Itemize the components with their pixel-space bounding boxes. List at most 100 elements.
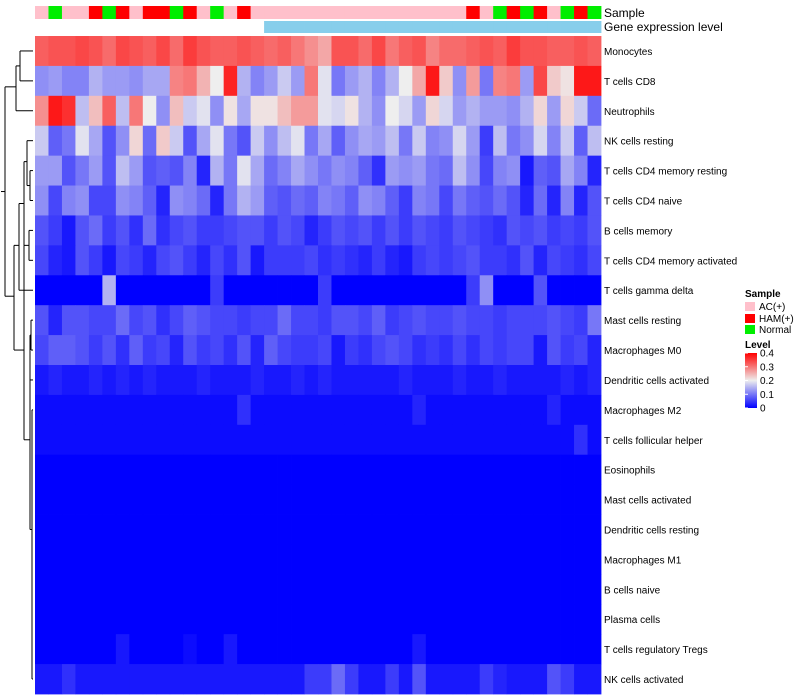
- heatmap-cell: [156, 514, 171, 545]
- heatmap-cell: [304, 574, 319, 605]
- heatmap-cell: [196, 185, 211, 216]
- heatmap-cell: [344, 394, 359, 426]
- expression-annotation-cell: [466, 21, 481, 33]
- heatmap-cell: [371, 604, 386, 635]
- heatmap-cell: [466, 155, 481, 186]
- heatmap-cell: [560, 365, 575, 396]
- heatmap-cell: [129, 424, 144, 456]
- heatmap-cell: [371, 544, 386, 575]
- heatmap-cell: [88, 185, 103, 216]
- heatmap-cell: [358, 484, 373, 515]
- row-label: T cells CD4 naive: [604, 197, 683, 208]
- heatmap-cell: [452, 275, 467, 306]
- heatmap-cell: [398, 514, 413, 545]
- heatmap-cell: [479, 514, 494, 545]
- sample-annotation-cell: [88, 6, 103, 19]
- heatmap-cell: [479, 185, 494, 216]
- heatmap-cell: [75, 335, 90, 366]
- heatmap-cell: [439, 36, 454, 67]
- heatmap-cell: [385, 604, 400, 635]
- heatmap-cell: [493, 215, 508, 246]
- heatmap-cell: [156, 185, 171, 216]
- heatmap-cell: [75, 664, 90, 695]
- heatmap-cell: [344, 634, 359, 665]
- heatmap-cell: [479, 424, 494, 456]
- heatmap-cell: [358, 125, 373, 157]
- heatmap-cell: [574, 305, 588, 336]
- heatmap-cell: [156, 604, 171, 635]
- heatmap-cell: [61, 65, 76, 97]
- row-label: Macrophages M0: [604, 346, 682, 357]
- heatmap-cell: [264, 514, 278, 545]
- heatmap-cell: [223, 335, 238, 366]
- heatmap-cell: [479, 454, 494, 486]
- heatmap-cell: [318, 484, 332, 515]
- heatmap-cell: [61, 604, 76, 635]
- heatmap-cell: [156, 484, 171, 515]
- heatmap-cell: [547, 424, 561, 456]
- heatmap-cell: [412, 125, 427, 157]
- heatmap-cell: [250, 245, 265, 276]
- heatmap-cell: [425, 275, 440, 306]
- heatmap-cell: [466, 574, 481, 605]
- heatmap-cell: [142, 604, 157, 635]
- heatmap-cell: [237, 185, 252, 216]
- heatmap-cell: [398, 454, 413, 486]
- heatmap-cell: [277, 215, 292, 246]
- heatmap-cell: [304, 424, 319, 456]
- heatmap-cell: [115, 574, 130, 605]
- heatmap-cell: [371, 125, 386, 157]
- expression-annotation-cell: [560, 21, 575, 33]
- heatmap-cell: [237, 634, 252, 665]
- heatmap-cell: [385, 484, 400, 515]
- heatmap-cell: [102, 604, 117, 635]
- heatmap-cell: [520, 484, 535, 515]
- heatmap-cell: [75, 125, 90, 157]
- expression-annotation-cell: [331, 21, 346, 33]
- heatmap-cell: [358, 95, 373, 127]
- heatmap-cell: [129, 155, 144, 186]
- heatmap-cell: [115, 95, 130, 127]
- heatmap-cell: [371, 95, 386, 127]
- heatmap-cell: [277, 484, 292, 515]
- heatmap-cell: [425, 634, 440, 665]
- heatmap-cell: [493, 574, 508, 605]
- heatmap-cell: [412, 365, 427, 396]
- heatmap-cell: [115, 155, 130, 186]
- heatmap-cell: [520, 36, 535, 67]
- heatmap-cell: [250, 365, 265, 396]
- heatmap-cell: [75, 155, 90, 186]
- heatmap-cell: [237, 365, 252, 396]
- expression-annotation-cell: [291, 21, 305, 33]
- heatmap-cell: [439, 365, 454, 396]
- heatmap-cell: [75, 544, 90, 575]
- heatmap-cell: [304, 275, 319, 306]
- heatmap-cell: [196, 245, 211, 276]
- heatmap-cell: [61, 275, 76, 306]
- heatmap-cell: [115, 544, 130, 575]
- heatmap-cell: [237, 245, 252, 276]
- heatmap-cell: [196, 424, 211, 456]
- heatmap-cell: [412, 574, 427, 605]
- heatmap-cell: [142, 275, 157, 306]
- heatmap-cell: [533, 275, 548, 306]
- heatmap-cell: [237, 275, 252, 306]
- heatmap-cell: [264, 275, 278, 306]
- heatmap-cell: [196, 664, 211, 695]
- heatmap-cell: [560, 484, 575, 515]
- heatmap-cell: [102, 36, 117, 67]
- heatmap-cell: [520, 155, 535, 186]
- heatmap-cell: [371, 65, 386, 97]
- heatmap-cell: [560, 664, 575, 695]
- heatmap-cell: [439, 394, 454, 426]
- heatmap-cell: [574, 95, 588, 127]
- heatmap-cell: [48, 245, 63, 276]
- heatmap-cell: [452, 95, 467, 127]
- heatmap-cell: [304, 365, 319, 396]
- heatmap-cell: [574, 155, 588, 186]
- heatmap-cell: [169, 424, 184, 456]
- heatmap-cell: [237, 664, 252, 695]
- heatmap-cell: [371, 215, 386, 246]
- heatmap-cell: [452, 634, 467, 665]
- heatmap-cell: [533, 36, 548, 67]
